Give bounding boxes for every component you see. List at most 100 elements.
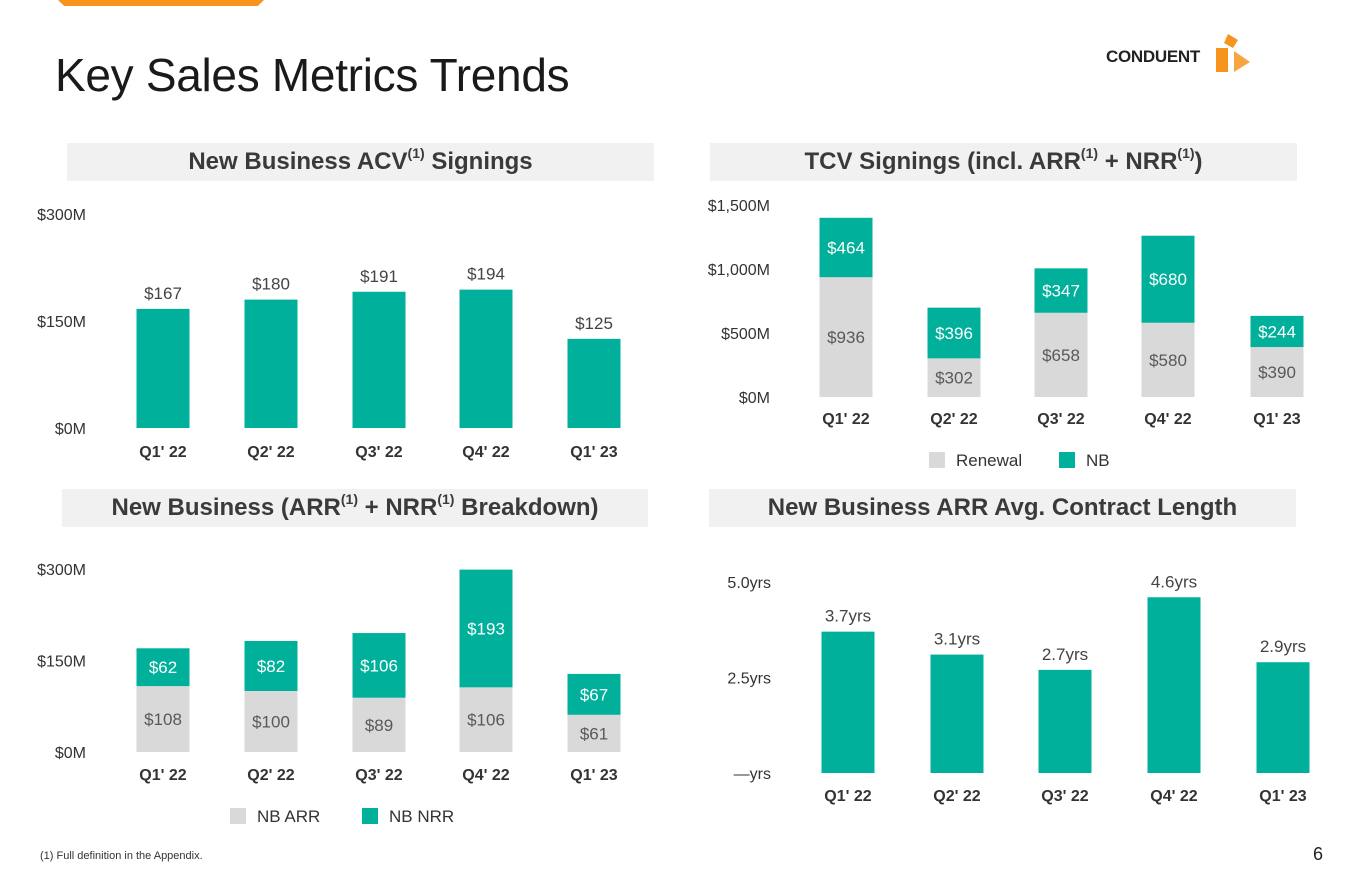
acv-category-label: Q1' 22 — [139, 444, 186, 461]
tcv-ytick-label: $500M — [721, 326, 770, 343]
breakdown-data-label: $106 — [360, 656, 398, 675]
length-category-label: Q3' 22 — [1041, 788, 1088, 805]
breakdown-bar-nb-arr — [136, 686, 190, 752]
tcv-legend-swatch-nb — [1059, 452, 1075, 468]
acv-ytick-label: $0M — [55, 421, 86, 438]
breakdown-bar-nb-arr — [567, 714, 621, 752]
breakdown-data-label: $61 — [580, 724, 608, 743]
acv-bar — [567, 338, 621, 428]
breakdown-bar-nb-arr — [352, 697, 406, 752]
length-category-label: Q2' 22 — [933, 788, 980, 805]
breakdown-data-label: $100 — [252, 713, 290, 732]
length-bar — [1038, 669, 1092, 773]
breakdown-data-label: $67 — [580, 685, 608, 704]
tcv-data-label: $464 — [827, 238, 865, 257]
length-data-label: 3.7yrs — [825, 607, 871, 626]
acv-data-label: $167 — [144, 284, 182, 303]
footnote: (1) Full definition in the Appendix. — [40, 850, 203, 862]
length-data-label: 4.6yrs — [1151, 572, 1197, 591]
breakdown-bar-nb-nrr — [244, 640, 298, 691]
length-ytick-label: —yrs — [734, 766, 771, 783]
breakdown-category-label: Q2' 22 — [247, 767, 294, 784]
tcv-panel-title: TCV Signings (incl. ARR(1) + NRR(1)) — [710, 143, 1297, 181]
tcv-bar-nb — [1034, 268, 1088, 313]
acv-data-label: $180 — [252, 275, 290, 294]
conduent-logo-icon — [1216, 34, 1250, 72]
tcv-data-label: $658 — [1042, 346, 1080, 365]
breakdown-bar-nb-nrr — [352, 633, 406, 698]
acv-panel-title: New Business ACV(1) Signings — [67, 143, 654, 181]
tcv-bar-renewal — [1141, 322, 1195, 397]
breakdown-ytick-label: $150M — [37, 654, 86, 671]
breakdown-bar-nb-arr — [459, 687, 513, 752]
breakdown-data-label: $82 — [257, 657, 285, 676]
tcv-bar-renewal — [927, 358, 981, 397]
tcv-bar-nb — [927, 307, 981, 359]
tcv-bar-renewal — [1250, 347, 1304, 397]
tcv-data-label: $680 — [1149, 270, 1187, 289]
logo-text: CONDUENT — [1106, 47, 1200, 66]
breakdown-legend-label: NB ARR — [257, 807, 320, 826]
tcv-bar-renewal — [1034, 312, 1088, 397]
acv-category-label: Q3' 22 — [355, 444, 402, 461]
tcv-ytick-label: $1,500M — [708, 198, 770, 215]
breakdown-legend-swatch-nb-arr — [230, 808, 246, 824]
breakdown-ytick-label: $0M — [55, 745, 86, 762]
breakdown-category-label: Q1' 22 — [139, 767, 186, 784]
tcv-data-label: $396 — [935, 324, 973, 343]
tcv-data-label: $936 — [827, 328, 865, 347]
acv-bar — [244, 299, 298, 428]
breakdown-ytick-label: $300M — [37, 562, 86, 579]
breakdown-bar-nb-arr — [244, 691, 298, 752]
conduent-logo: CONDUENT — [1106, 34, 1251, 76]
length-data-label: 2.9yrs — [1260, 637, 1306, 656]
breakdown-category-label: Q1' 23 — [570, 767, 617, 784]
acv-ytick-label: $150M — [37, 314, 86, 331]
acv-data-label: $191 — [360, 267, 398, 286]
length-panel-title: New Business ARR Avg. Contract Length — [709, 489, 1296, 527]
tcv-category-label: Q1' 23 — [1253, 411, 1300, 428]
acv-bar — [352, 291, 406, 428]
breakdown-bar-nb-nrr — [136, 648, 190, 687]
breakdown-legend-label: NB NRR — [389, 807, 454, 826]
tcv-ytick-label: $0M — [739, 390, 770, 407]
tcv-bar-nb — [819, 217, 873, 278]
tcv-legend-label: NB — [1086, 451, 1110, 470]
acv-bar — [459, 289, 513, 428]
tcv-bar-nb — [1250, 315, 1304, 348]
length-category-label: Q1' 23 — [1259, 788, 1306, 805]
top-accent-bar — [58, 0, 264, 6]
tcv-data-label: $580 — [1149, 351, 1187, 370]
breakdown-data-label: $108 — [144, 710, 182, 729]
length-ytick-label: 2.5yrs — [727, 671, 771, 688]
acv-ytick-label: $300M — [37, 207, 86, 224]
breakdown-panel-title: New Business (ARR(1) + NRR(1) Breakdown) — [62, 489, 648, 527]
breakdown-category-label: Q4' 22 — [462, 767, 509, 784]
length-bar — [1147, 597, 1201, 773]
acv-data-label: $194 — [467, 265, 505, 284]
page-number: 6 — [1313, 844, 1324, 864]
tcv-ytick-label: $1,000M — [708, 262, 770, 279]
acv-bar — [136, 308, 190, 428]
breakdown-bar-nb-nrr — [567, 673, 621, 715]
length-ytick-label: 5.0yrs — [727, 575, 771, 592]
tcv-category-label: Q2' 22 — [930, 411, 977, 428]
breakdown-legend-swatch-nb-nrr — [362, 808, 378, 824]
breakdown-data-label: $89 — [365, 716, 393, 735]
tcv-data-label: $390 — [1258, 363, 1296, 382]
length-category-label: Q1' 22 — [824, 788, 871, 805]
tcv-category-label: Q1' 22 — [822, 411, 869, 428]
tcv-legend-label: Renewal — [956, 451, 1022, 470]
breakdown-bar-nb-nrr — [459, 569, 513, 688]
length-bar — [821, 631, 875, 773]
length-bar — [930, 654, 984, 773]
length-data-label: 3.1yrs — [934, 630, 980, 649]
tcv-category-label: Q3' 22 — [1037, 411, 1084, 428]
breakdown-data-label: $106 — [467, 711, 505, 730]
acv-category-label: Q2' 22 — [247, 444, 294, 461]
breakdown-category-label: Q3' 22 — [355, 767, 402, 784]
breakdown-data-label: $62 — [149, 658, 177, 677]
tcv-bar-nb — [1141, 235, 1195, 323]
tcv-data-label: $302 — [935, 369, 973, 388]
